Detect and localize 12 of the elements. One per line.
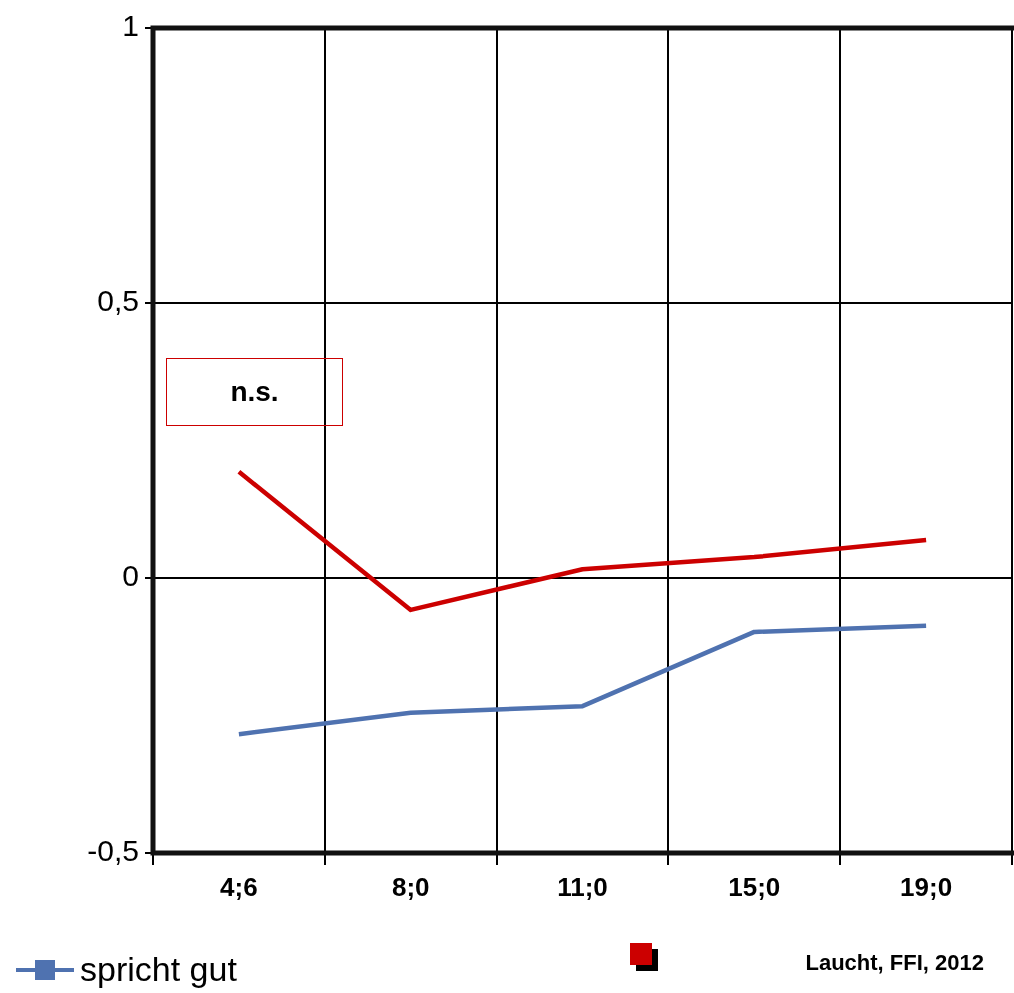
text: Laucht, FFI, 2012: [805, 950, 984, 976]
y-tick-label: 1: [122, 9, 139, 43]
x-tick-label: 15;0: [728, 871, 781, 902]
y-tick-label: -0,5: [87, 834, 139, 868]
x-tick-label: 8;0: [391, 871, 430, 902]
x-tick-label: 19;0: [900, 871, 953, 902]
y-tick-label: 0,5: [97, 284, 139, 318]
x-tick-label: 11;0: [557, 871, 608, 902]
legend-label: spricht gut: [80, 950, 237, 989]
x-tick-label: 4;6: [220, 871, 258, 902]
y-tick-label: 0: [122, 559, 139, 593]
annotation: n.s.: [166, 358, 343, 426]
